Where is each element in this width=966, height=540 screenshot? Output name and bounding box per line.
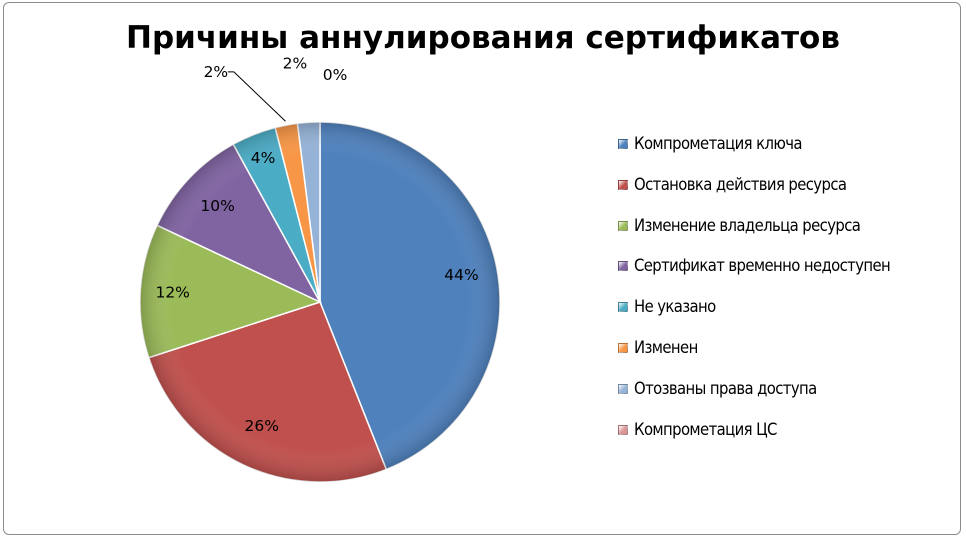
legend-label-7: Отозваны права доступа (634, 378, 817, 398)
data-label-8: 0% (323, 66, 348, 84)
legend-label-4: Сертификат временно недоступен (634, 256, 891, 276)
legend-label-5: Не указано (634, 297, 716, 317)
legend-swatch-4 (618, 261, 628, 272)
legend-label-1: Компрометация ключа (634, 134, 803, 153)
data-label-4: 10% (200, 197, 234, 215)
data-label-7: 2% (283, 55, 308, 73)
legend-label-3: Изменение владельца ресурса (634, 215, 861, 235)
legend-label-6: Изменен (634, 338, 698, 357)
data-label-5: 4% (251, 149, 276, 167)
legend-swatch-2 (618, 179, 628, 190)
data-label-2: 26% (245, 417, 279, 435)
chart-title: Причины аннулирования сертификатов (126, 20, 840, 56)
legend-swatch-8 (618, 424, 628, 435)
legend-label-2: Остановка действия ресурса (634, 174, 847, 194)
data-label-1: 44% (444, 266, 478, 284)
legend-swatch-7 (618, 383, 628, 394)
legend-swatch-3 (618, 220, 628, 231)
legend-swatch-1 (618, 139, 628, 149)
data-label-6: 2% (204, 63, 229, 81)
legend-label-8: Компрометация ЦС (634, 419, 777, 439)
legend-swatch-5 (618, 302, 628, 313)
leader-line-6 (227, 71, 286, 122)
data-label-3: 12% (155, 284, 189, 302)
legend-swatch-6 (618, 343, 628, 353)
